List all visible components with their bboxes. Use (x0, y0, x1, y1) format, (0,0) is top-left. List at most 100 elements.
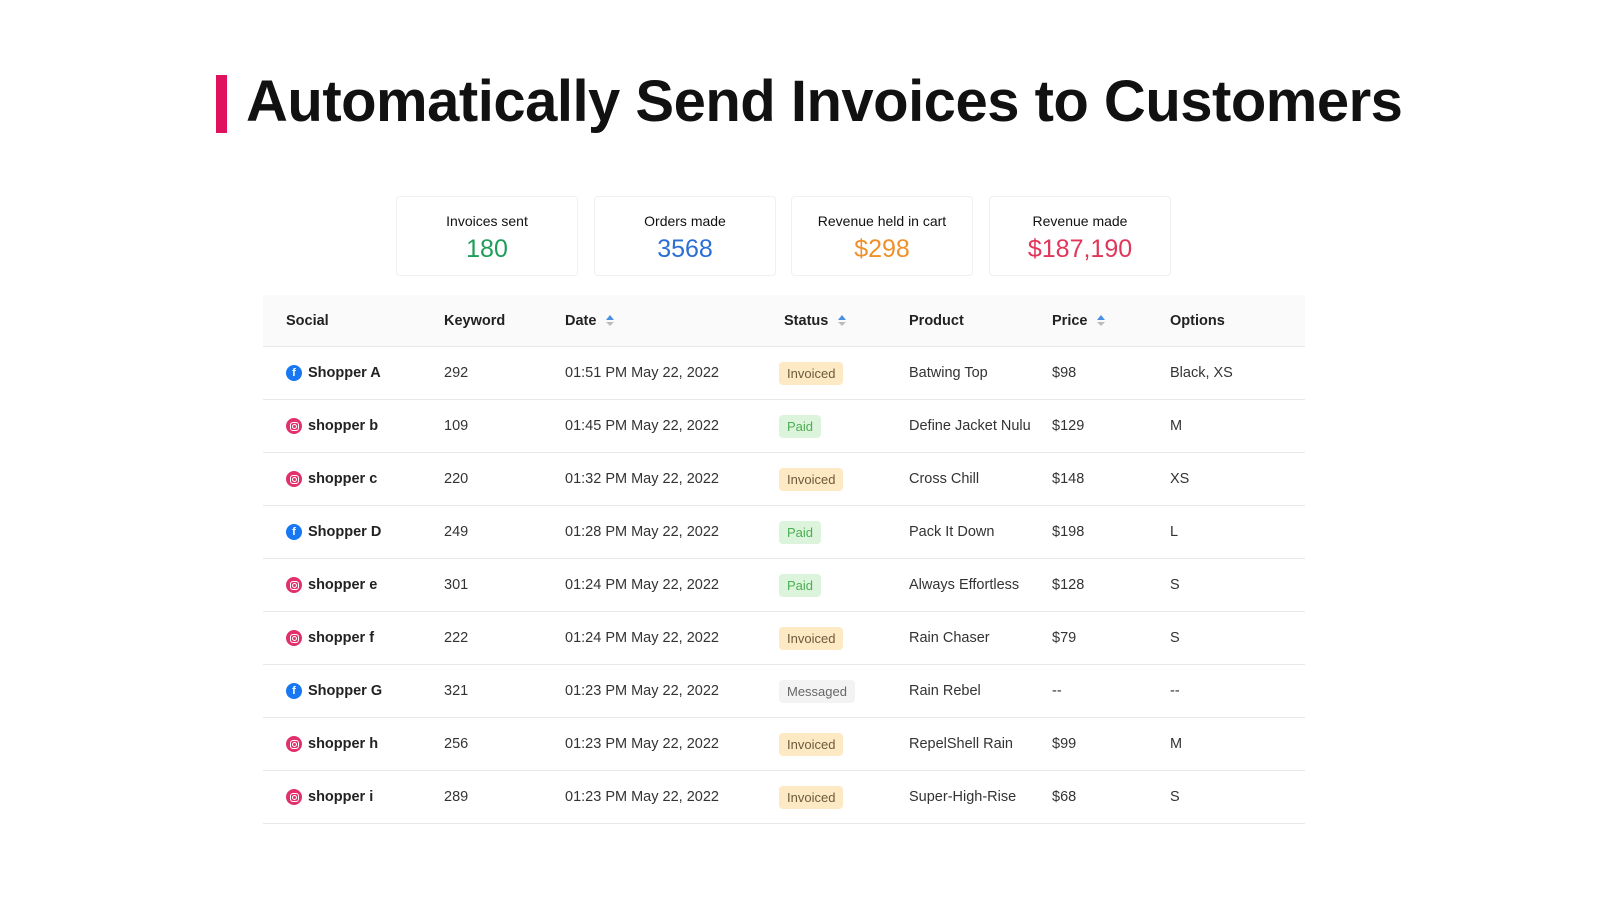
product-cell: Rain Chaser (909, 630, 990, 646)
customer-name[interactable]: shopper i (308, 789, 374, 805)
sort-icon[interactable] (1097, 314, 1106, 327)
date-cell: 01:45 PM May 22, 2022 (565, 418, 719, 434)
keyword-cell: 222 (444, 630, 469, 646)
customer-name[interactable]: shopper c (308, 471, 378, 487)
keyword-cell: 220 (444, 471, 469, 487)
status-cell: Messaged (779, 665, 855, 717)
options-cell: -- (1170, 683, 1180, 699)
customer-name[interactable]: shopper e (308, 577, 378, 593)
price-cell: $79 (1052, 630, 1077, 646)
status-badge: Messaged (779, 679, 855, 703)
facebook-icon: f (286, 683, 302, 699)
status-cell: Invoiced (779, 771, 844, 823)
social-cell: shopper h (286, 718, 378, 770)
customer-name[interactable]: Shopper G (308, 683, 383, 699)
product-cell: Rain Rebel (909, 683, 981, 699)
customer-name[interactable]: shopper h (308, 736, 379, 752)
table-row[interactable]: shopper f 222 01:24 PM May 22, 2022 Invo… (263, 612, 1305, 665)
column-label: Options (1170, 312, 1225, 329)
keyword-cell: 249 (444, 524, 469, 540)
options-cell: Black, XS (1170, 365, 1233, 381)
column-header-social: Social (286, 295, 329, 346)
column-header-price[interactable]: Price (1052, 295, 1106, 346)
stat-card: Revenue made $187,190 (989, 196, 1171, 276)
column-label: Social (286, 312, 329, 329)
social-cell: f Shopper G (286, 665, 382, 717)
customer-name[interactable]: shopper b (308, 418, 379, 434)
status-badge: Paid (779, 573, 822, 597)
price-cell: $128 (1052, 577, 1085, 593)
instagram-icon (286, 736, 302, 752)
product-cell: Batwing Top (909, 365, 988, 381)
product-cell: Cross Chill (909, 471, 980, 487)
column-header-keyword: Keyword (444, 295, 505, 346)
sort-icon[interactable] (838, 314, 847, 327)
price-cell: $99 (1052, 736, 1077, 752)
social-cell: f Shopper A (286, 347, 381, 399)
social-cell: shopper c (286, 453, 377, 505)
table-row[interactable]: f Shopper G 321 01:23 PM May 22, 2022 Mes… (263, 665, 1305, 718)
table-row[interactable]: f Shopper A 292 01:51 PM May 22, 2022 Inv… (263, 347, 1305, 400)
price-cell: $98 (1052, 365, 1077, 381)
stat-value: 180 (466, 235, 508, 263)
social-cell: f Shopper D (286, 506, 381, 558)
customer-name[interactable]: Shopper A (308, 365, 381, 381)
social-cell: shopper f (286, 612, 374, 664)
options-cell: XS (1170, 471, 1190, 487)
product-cell: Super-High-Rise (909, 789, 1017, 805)
column-label: Price (1052, 312, 1088, 329)
instagram-icon (286, 418, 302, 434)
instagram-icon (286, 471, 302, 487)
date-cell: 01:32 PM May 22, 2022 (565, 471, 719, 487)
table-row[interactable]: shopper i 289 01:23 PM May 22, 2022 Invo… (263, 771, 1305, 824)
orders-table: Social Keyword Date Status Product Price Optio… (263, 295, 1305, 824)
stat-card: Invoices sent 180 (396, 196, 578, 276)
social-cell: shopper e (286, 559, 377, 611)
options-cell: S (1170, 630, 1180, 646)
status-badge: Invoiced (779, 467, 844, 491)
sort-icon[interactable] (606, 314, 615, 327)
status-cell: Invoiced (779, 347, 844, 399)
table-row[interactable]: shopper c 220 01:32 PM May 22, 2022 Invo… (263, 453, 1305, 506)
stat-label: Revenue made (1032, 213, 1128, 229)
status-cell: Invoiced (779, 612, 844, 664)
price-cell: $198 (1052, 524, 1085, 540)
social-cell: shopper i (286, 771, 373, 823)
status-badge: Paid (779, 520, 822, 544)
stat-label: Orders made (644, 213, 726, 229)
column-label: Date (565, 312, 597, 329)
column-header-date[interactable]: Date (565, 295, 615, 346)
customer-name[interactable]: Shopper D (308, 524, 382, 540)
column-header-status[interactable]: Status (784, 295, 847, 346)
status-badge: Invoiced (779, 785, 844, 809)
date-cell: 01:23 PM May 22, 2022 (565, 683, 719, 699)
price-cell: $148 (1052, 471, 1085, 487)
instagram-icon (286, 789, 302, 805)
stat-value: 3568 (657, 235, 713, 263)
keyword-cell: 289 (444, 789, 469, 805)
column-label: Status (784, 312, 829, 329)
product-cell: Pack It Down (909, 524, 995, 540)
stat-value: $298 (854, 235, 910, 263)
status-badge: Invoiced (779, 626, 844, 650)
date-cell: 01:51 PM May 22, 2022 (565, 365, 719, 381)
table-row[interactable]: shopper e 301 01:24 PM May 22, 2022 Paid… (263, 559, 1305, 612)
table-row[interactable]: shopper b 109 01:45 PM May 22, 2022 Paid… (263, 400, 1305, 453)
status-badge: Paid (779, 414, 822, 438)
price-cell: -- (1052, 683, 1062, 699)
status-badge: Invoiced (779, 732, 844, 756)
page-title: Automatically Send Invoices to Customers (246, 69, 1403, 134)
status-cell: Invoiced (779, 453, 844, 505)
facebook-icon: f (286, 524, 302, 540)
table-row[interactable]: f Shopper D 249 01:28 PM May 22, 2022 Pai… (263, 506, 1305, 559)
column-label: Keyword (444, 312, 506, 329)
date-cell: 01:28 PM May 22, 2022 (565, 524, 719, 540)
options-cell: M (1170, 418, 1183, 434)
date-cell: 01:24 PM May 22, 2022 (565, 630, 719, 646)
customer-name[interactable]: shopper f (308, 630, 375, 646)
stat-card: Orders made 3568 (594, 196, 776, 276)
column-label: Product (909, 312, 964, 329)
table-header: Social Keyword Date Status Product Price Optio… (263, 295, 1305, 347)
table-row[interactable]: shopper h 256 01:23 PM May 22, 2022 Invo… (263, 718, 1305, 771)
status-cell: Paid (779, 400, 822, 452)
